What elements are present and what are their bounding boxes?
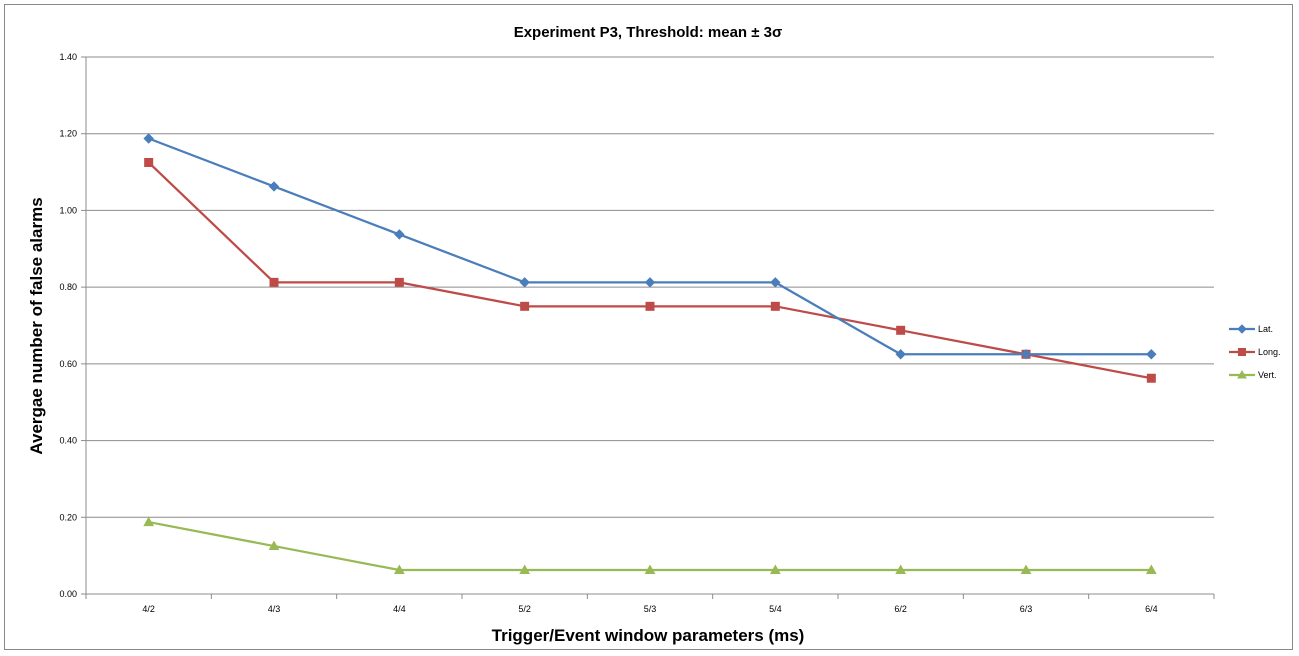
y-tick-label: 0.40 [59,436,77,446]
y-tick-label: 1.20 [59,129,77,139]
axes [81,56,1215,599]
x-tick-label: 4/2 [142,604,155,614]
data-point [1020,349,1032,360]
data-point [1145,564,1157,575]
x-tick-label: 5/2 [518,604,531,614]
data-point [1146,349,1157,360]
y-tick-label: 0.20 [59,512,77,522]
x-tick-label: 4/3 [268,604,281,614]
y-tick-label: 1.40 [59,52,77,62]
data-point [268,540,280,551]
data-point [769,564,781,575]
data-point [896,325,906,335]
x-tick-label: 5/3 [644,604,657,614]
x-axis-title: Trigger/Event window parameters (ms) [492,626,805,645]
data-point [144,157,154,167]
series-group [143,133,1157,575]
data-point [269,277,279,287]
data-point [770,301,780,311]
series-line [148,137,1152,356]
data-point [519,564,531,575]
data-point [519,277,530,288]
y-axis-ticks: 0.00 0.20 0.40 0.60 0.80 1.00 1.20 1.40 [59,52,77,599]
legend-label: Vert. [1258,370,1277,380]
data-point [1146,373,1156,383]
legend-item: Lat. [1229,324,1273,334]
x-tick-label: 6/2 [894,604,907,614]
y-tick-label: 0.60 [59,359,77,369]
series-line [148,520,1152,572]
chart-title: Experiment P3, Threshold: mean ± 3σ [514,24,783,41]
data-point [143,516,155,527]
chart-area [4,4,1293,650]
legend-label: Long. [1258,347,1281,357]
x-tick-label: 6/4 [1145,604,1158,614]
data-point [1237,369,1247,379]
x-tick-label: 5/4 [769,604,782,614]
series-long [144,157,1156,383]
data-point [1020,564,1032,575]
series-vert [143,516,1157,575]
gridlines [86,56,1214,518]
data-point [644,277,656,288]
data-point [895,349,906,360]
x-tick-label: 6/3 [1020,604,1033,614]
legend-item: Vert. [1229,369,1277,380]
data-point [895,564,907,575]
legend: Lat. Long. Vert. [1229,324,1281,380]
legend-label: Lat. [1258,324,1273,334]
series-lat [143,133,1157,360]
y-axis-title: Avergae number of false alarms [27,197,46,454]
data-point [394,277,404,287]
x-tick-label: 4/4 [393,604,406,614]
data-point [1237,324,1247,334]
data-point [394,229,405,240]
data-point [520,301,530,311]
x-axis-ticks: 4/2 4/3 4/4 5/2 5/3 5/4 6/2 6/3 6/4 [142,604,1157,614]
data-point [143,133,154,144]
y-tick-label: 1.00 [59,205,77,215]
data-point [268,181,280,192]
legend-item: Long. [1229,347,1281,357]
y-tick-label: 0.80 [59,282,77,292]
data-point [644,564,656,575]
data-point [1238,348,1246,356]
data-point [393,564,405,575]
y-tick-label: 0.00 [59,589,77,599]
data-point [770,277,781,288]
data-point [645,301,655,311]
